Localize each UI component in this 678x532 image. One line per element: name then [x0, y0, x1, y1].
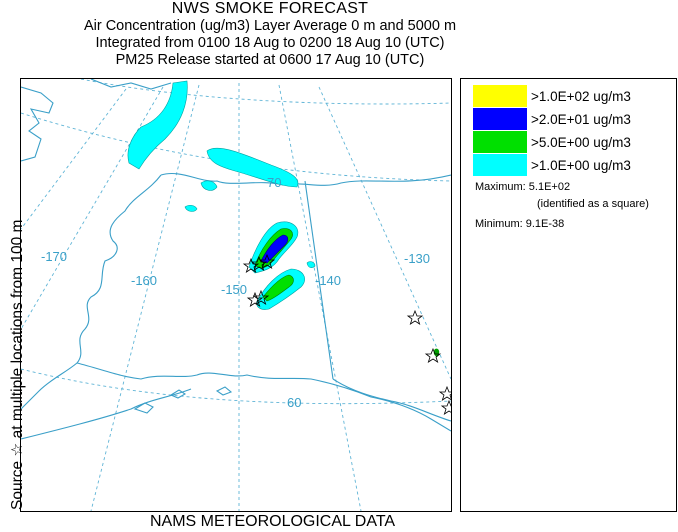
latitude-label-70: 70 — [267, 175, 281, 190]
star-icon — [438, 385, 451, 401]
legend-swatch-blue — [473, 108, 527, 130]
longitude-label-160: -160 — [131, 273, 157, 288]
plume-south-green — [262, 274, 294, 302]
plume-north-cyan — [206, 147, 299, 188]
canada-border — [304, 180, 334, 380]
meridian-170 — [21, 86, 164, 330]
star-icon — [246, 291, 264, 307]
legend-swatch-yellow — [473, 85, 527, 107]
coastline — [21, 79, 451, 440]
star-icon — [252, 289, 270, 305]
title-block: NWS SMOKE FORECAST Air Concentration (ug… — [20, 0, 520, 69]
alaska-south-coast — [76, 362, 451, 432]
plume-small-2 — [184, 204, 198, 212]
aleutian-chain — [21, 388, 192, 440]
meridian-140 — [278, 84, 362, 511]
legend-item-level-1: >1.0E+02 ug/m3 — [473, 85, 631, 107]
latitude-line-high — [80, 79, 451, 105]
title-line-concentration: Air Concentration (ug/m3) Layer Average … — [83, 18, 457, 34]
siberia-coast — [21, 86, 54, 162]
plume-se-green — [433, 348, 440, 357]
title-line-release: PM25 Release started at 0600 17 Aug 10 (… — [115, 52, 425, 68]
maximum-value: Maximum: 5.1E+02 — [475, 181, 571, 193]
star-icon — [406, 309, 424, 325]
star-icon — [250, 255, 268, 271]
smoke-map: -170 -160 -150 -140 -130 70 60 — [21, 79, 451, 511]
longitude-label-170: -170 — [41, 249, 67, 264]
legend-label: >1.0E+02 ug/m3 — [531, 88, 631, 104]
plume-arctic-cyan — [127, 80, 188, 170]
longitude-label-130: -130 — [404, 251, 430, 266]
russia-arctic-coast — [90, 79, 172, 90]
title-line-integration: Integrated from 0100 18 Aug to 0200 18 A… — [95, 35, 445, 51]
star-icon — [258, 253, 276, 269]
canada-coast — [332, 378, 451, 422]
map-panel: -170 -160 -150 -140 -130 70 60 — [20, 78, 452, 512]
legend-label: >2.0E+01 ug/m3 — [531, 111, 631, 127]
legend-item-level-2: >2.0E+01 ug/m3 — [473, 108, 631, 130]
legend-item-level-4: >1.0E+00 ug/m3 — [473, 154, 631, 176]
meridian-160 — [90, 84, 200, 511]
graticule — [21, 79, 451, 511]
meridian-130 — [318, 86, 451, 380]
plume-small-1 — [200, 180, 218, 191]
legend-panel: >1.0E+02 ug/m3 >2.0E+01 ug/m3 >5.0E+00 u… — [460, 78, 677, 512]
islands — [133, 386, 233, 414]
star-icon — [242, 257, 260, 273]
plume-small-3 — [306, 261, 316, 268]
legend-label: >1.0E+00 ug/m3 — [531, 157, 631, 173]
source-markers — [242, 253, 451, 415]
legend-swatch-green — [473, 131, 527, 153]
latitude-line-60 — [21, 368, 451, 405]
alaska-west-coast — [21, 174, 162, 410]
longitude-label-150: -150 — [221, 282, 247, 297]
minimum-value: Minimum: 9.1E-38 — [475, 218, 565, 230]
latitude-label-60: 60 — [287, 395, 301, 410]
legend-swatch-cyan — [473, 154, 527, 176]
legend-label: >5.0E+00 ug/m3 — [531, 134, 631, 150]
forecast-title: NWS SMOKE FORECAST — [171, 0, 369, 17]
smoke-plumes — [127, 80, 440, 357]
legend-item-level-3: >5.0E+00 ug/m3 — [473, 131, 631, 153]
meridian-180 — [21, 88, 127, 230]
longitude-label-140: -140 — [315, 273, 341, 288]
star-icon — [424, 347, 442, 363]
star-icon — [440, 399, 451, 415]
maximum-note: (identified as a square) — [537, 198, 649, 210]
met-data-label: NAMS METEOROLOGICAL DATA — [150, 513, 396, 530]
